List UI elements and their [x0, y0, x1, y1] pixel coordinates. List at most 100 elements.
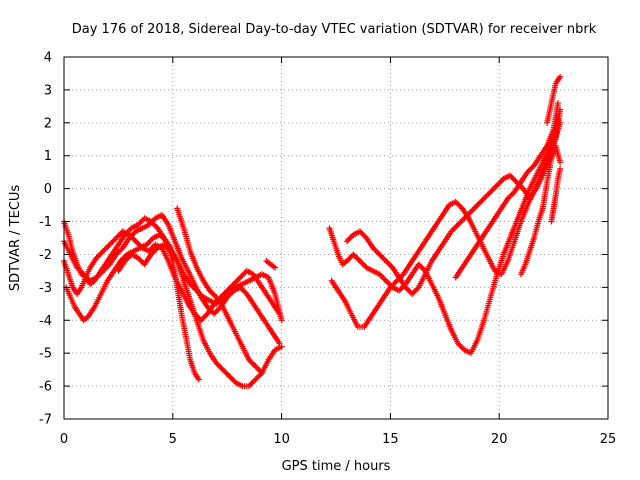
data-point [512, 177, 519, 184]
data-point [253, 364, 260, 371]
data-point [226, 373, 233, 380]
data-point [113, 235, 120, 241]
data-point [239, 271, 246, 278]
data-point [355, 256, 362, 263]
data-point [255, 365, 262, 372]
data-point [225, 371, 232, 378]
data-point [384, 279, 391, 286]
data-point [96, 271, 103, 278]
data-point [222, 288, 229, 295]
data-point [251, 362, 258, 369]
data-point [134, 239, 141, 246]
data-point [356, 228, 363, 235]
data-point [213, 360, 220, 367]
data-point [229, 282, 236, 289]
data-point [211, 300, 218, 307]
data-point [346, 255, 353, 262]
data-point [221, 367, 228, 374]
data-point [100, 267, 107, 274]
data-point [272, 264, 279, 271]
data-point [115, 248, 122, 255]
data-point [237, 274, 244, 281]
data-point [474, 202, 481, 209]
data-point [101, 266, 108, 273]
data-point [369, 244, 376, 251]
data-point [115, 232, 122, 239]
data-point [450, 225, 457, 232]
data-point [458, 344, 465, 351]
data-point [215, 362, 222, 369]
y-tick-label: 2 [44, 116, 52, 131]
data-point [554, 100, 561, 107]
data-point [455, 201, 462, 208]
data-point [247, 358, 254, 365]
data-point [390, 281, 397, 288]
x-tick-label: 0 [60, 432, 68, 447]
x-tick-label: 15 [382, 432, 399, 447]
series-track-f [174, 205, 285, 376]
data-point [453, 223, 460, 230]
y-tick-label: -6 [39, 380, 52, 395]
data-point [345, 256, 352, 263]
y-tick-label: 1 [44, 149, 52, 164]
data-point [249, 360, 256, 367]
data-point [93, 274, 100, 281]
data-point [101, 246, 108, 253]
data-point [228, 290, 235, 297]
data-point [350, 251, 357, 258]
data-point [453, 200, 460, 207]
data-point [102, 245, 109, 252]
data-point [480, 195, 487, 202]
data-point [149, 217, 156, 224]
data-point [98, 249, 105, 256]
data-point [387, 284, 394, 291]
data-point [77, 268, 84, 275]
data-point [145, 248, 152, 255]
data-point [449, 227, 456, 234]
data-point [235, 275, 242, 282]
data-point [245, 383, 252, 390]
data-point [524, 169, 531, 176]
y-tick-label: -3 [39, 281, 52, 296]
data-point [475, 200, 482, 207]
x-tick-label: 5 [169, 432, 177, 447]
data-point [372, 247, 379, 254]
x-tick-label: 25 [600, 432, 617, 447]
data-point [98, 269, 105, 276]
x-tick-label: 20 [491, 432, 508, 447]
data-point [109, 238, 116, 245]
data-point [477, 199, 484, 206]
data-point [386, 261, 393, 268]
data-point [211, 310, 218, 317]
data-point [131, 236, 138, 243]
data-point [147, 220, 154, 227]
series-track-b [61, 211, 283, 347]
x-axis-label: GPS time / hours [282, 459, 391, 474]
data-point [490, 186, 497, 193]
data-point [210, 291, 217, 298]
data-point [461, 215, 468, 222]
data-point [202, 313, 209, 320]
data-point [102, 265, 109, 272]
data-point [97, 270, 104, 277]
data-point [147, 237, 154, 244]
data-point [504, 195, 511, 202]
data-point [127, 233, 134, 240]
data-point [248, 359, 255, 366]
data-point [470, 206, 477, 213]
data-point [457, 342, 464, 349]
data-point [255, 373, 262, 380]
data-point [483, 192, 490, 199]
data-point [356, 258, 363, 265]
data-points [61, 73, 564, 390]
data-point [158, 233, 165, 240]
data-point [104, 263, 111, 270]
data-point [419, 265, 426, 272]
data-point [346, 235, 353, 242]
data-point [508, 173, 515, 180]
data-point [232, 279, 239, 286]
data-point [132, 238, 139, 245]
data-point [452, 224, 459, 231]
data-point [379, 273, 386, 280]
